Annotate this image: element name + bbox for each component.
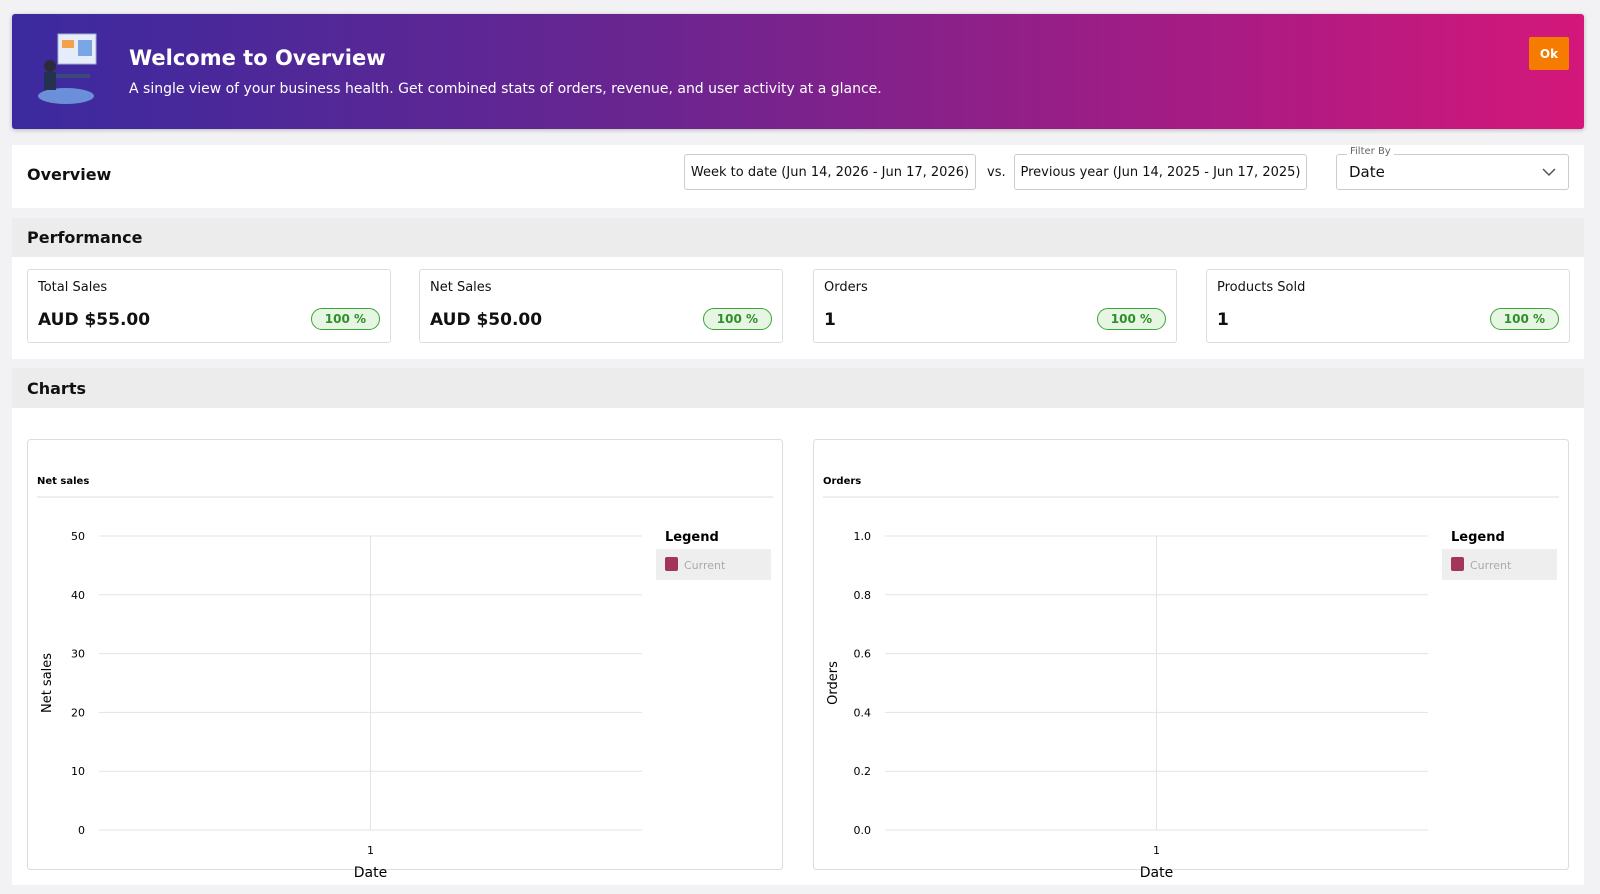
performance-title: Performance [27,228,143,247]
y-axis-label: Net sales [40,653,55,713]
chart: Orders 0.0 0.2 0.4 0.6 0.8 1.0 1 Date Orders Legen… [813,439,1569,881]
y-tick-label: 0.6 [854,648,872,661]
banner-description: A single view of your business health. G… [129,81,882,97]
y-tick-label: 0.4 [854,706,872,719]
date-range-secondary[interactable]: Previous year (Jun 14, 2025 - Jun 17, 20… [1014,154,1307,190]
dropdown-arrow [1542,168,1556,177]
legend-label: Current [1470,559,1512,572]
ok-button[interactable]: Ok [1529,37,1569,70]
y-tick-label: 10 [71,765,85,778]
chart-title: Net sales [37,476,89,487]
legend-swatch [1451,557,1464,571]
date-range-primary[interactable]: Week to date (Jun 14, 2026 - Jun 17, 202… [684,154,976,190]
y-tick-label: 0.2 [854,765,872,778]
stat-card: Net Sales AUD $50.00 100 % [419,269,783,343]
filter-select[interactable]: Date [1336,154,1569,190]
y-tick-label: 0 [78,824,85,837]
x-tick-label: 1 [1153,844,1160,857]
stat-label: Net Sales [430,280,492,295]
stat-value: AUD $50.00 [430,310,543,330]
stat-value: 1 [1217,310,1229,330]
performance-header: Performance [12,218,1584,257]
stat-card: Products Sold 1 100 % [1206,269,1570,343]
stat-value: AUD $55.00 [38,310,151,330]
overview-bar: Overview Week to date (Jun 14, 2026 - Ju… [12,145,1584,208]
y-tick-label: 50 [71,530,85,543]
chart-frame [27,439,783,870]
y-tick-label: 0.0 [854,824,872,837]
stat-label: Products Sold [1217,280,1306,295]
chart: Net sales 0 10 20 30 40 50 1 Date Net sales Legend… [27,439,783,881]
chart-title: Orders [823,476,861,487]
legend-swatch [665,557,678,571]
stat-card: Orders 1 100 % [813,269,1177,343]
overview-title: Overview [27,165,112,184]
y-tick-label: 20 [71,706,85,719]
stat-change: 100 % [310,308,380,330]
stat-change: 100 % [702,308,772,330]
banner-illustration [38,33,97,104]
stat-change: 100 % [1096,308,1166,330]
legend-title: Legend [665,530,719,545]
stat-label: Total Sales [38,280,108,295]
filter-label: Filter By [1347,146,1394,157]
x-tick-label: 1 [367,844,374,857]
welcome-banner: Welcome to Overview A single view of you… [12,14,1584,129]
performance-panel: Total Sales AUD $55.00 100 % Net Sales AUD $… [12,257,1584,359]
banner-title: Welcome to Overview [129,46,386,70]
y-tick-label: 1.0 [854,530,872,543]
legend-title: Legend [1451,530,1505,545]
x-axis-label: Date [354,865,387,881]
stat-value: 1 [824,310,836,330]
stat-card: Total Sales AUD $55.00 100 % [27,269,391,343]
charts-title: Charts [27,379,86,398]
x-axis-label: Date [1140,865,1173,881]
stat-label: Orders [824,280,868,295]
y-tick-label: 40 [71,589,85,602]
charts-header: Charts [12,368,1584,408]
y-tick-label: 0.8 [854,589,872,602]
vs-label: vs. [987,165,1006,180]
legend-label: Current [684,559,726,572]
chart-frame [813,439,1569,870]
charts-panel: Net sales 0 10 20 30 40 50 1 Date Net sales Legend… [12,408,1584,885]
filter-value: Date [1349,163,1385,181]
y-tick-label: 30 [71,648,85,661]
y-axis-label: Orders [826,661,841,705]
stat-change: 100 % [1489,308,1559,330]
